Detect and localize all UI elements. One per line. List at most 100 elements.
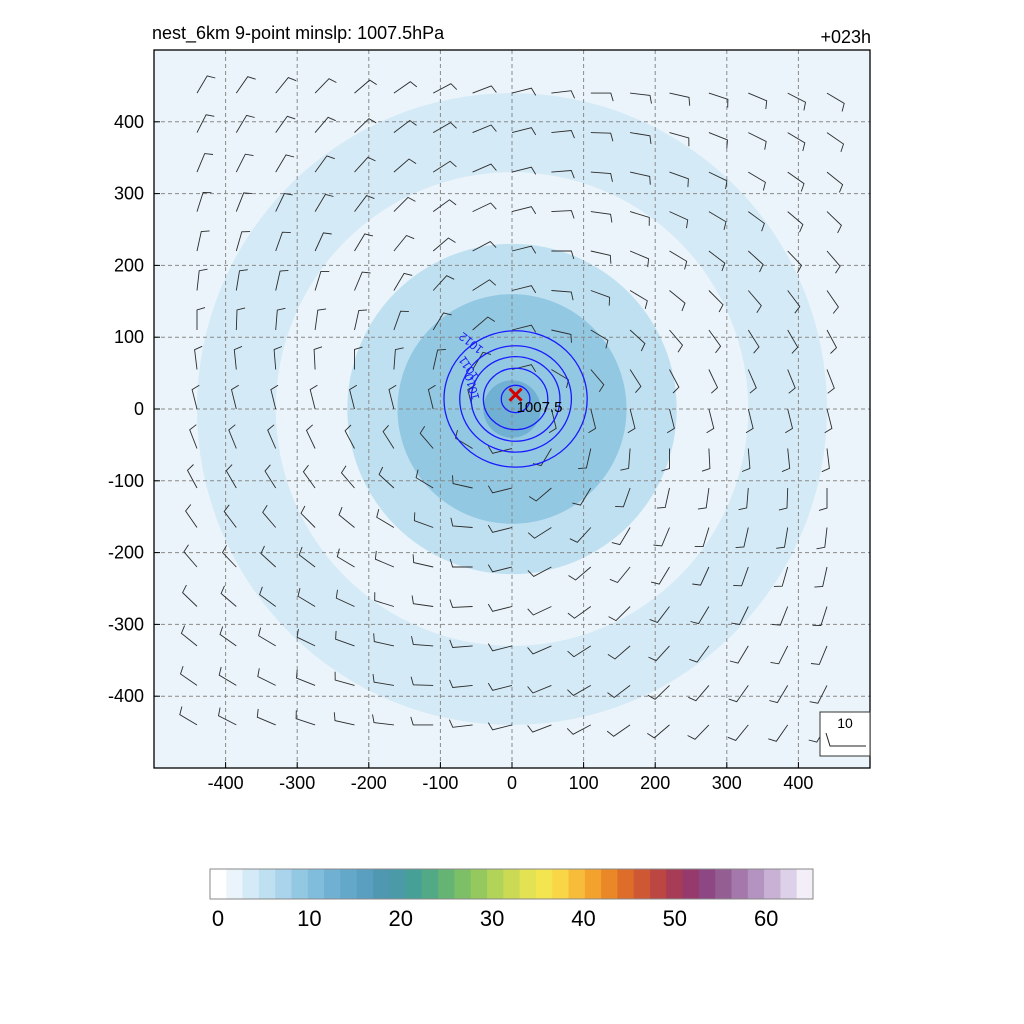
wind-barb <box>354 233 374 252</box>
wind-barb <box>708 132 728 149</box>
wind-barb <box>449 599 473 608</box>
wind-barb <box>578 448 592 470</box>
wind-barb <box>706 408 715 434</box>
wind-barb <box>354 309 368 331</box>
wind-barb <box>196 307 206 330</box>
colorbar-swatch <box>291 869 309 899</box>
wind-barb <box>812 606 828 626</box>
wind-barb <box>666 408 675 434</box>
colorbar-swatch <box>258 869 276 899</box>
wind-barb <box>196 268 208 291</box>
colorbar-swatch <box>356 869 374 899</box>
wind-barb <box>776 527 789 549</box>
colorbar-swatch <box>389 869 407 899</box>
wind-barb <box>454 429 473 449</box>
chart-title: nest_6km 9-point minslp: 1007.5hPa <box>152 23 445 44</box>
wind-barb <box>305 424 316 449</box>
wind-barb <box>225 464 237 489</box>
wind-barb <box>393 272 413 291</box>
wind-barb <box>814 566 828 588</box>
wind-barb <box>432 237 456 252</box>
wind-barb <box>376 508 395 528</box>
wind-barb <box>179 665 198 686</box>
wind-barb <box>354 79 377 94</box>
wind-barb <box>432 199 457 212</box>
wind-barb <box>448 719 473 728</box>
wind-barb <box>590 329 609 349</box>
wind-barb <box>264 464 277 489</box>
y-tick-label: -300 <box>108 614 144 634</box>
reference-key-box <box>819 711 871 757</box>
wind-barb <box>349 384 358 410</box>
wind-barb <box>196 114 215 133</box>
wind-barb <box>527 566 552 577</box>
wind-barb <box>333 712 355 726</box>
wind-barb <box>708 250 726 272</box>
wind-barb <box>527 724 552 733</box>
wind-barb <box>590 92 614 102</box>
wind-barb <box>787 132 806 152</box>
wind-barb <box>590 250 612 264</box>
wind-barb <box>257 668 276 686</box>
wind-barb <box>787 290 801 314</box>
reference-barb <box>825 732 866 747</box>
wind-barb <box>653 527 670 547</box>
forecast-hour-label: +023h <box>820 27 871 47</box>
wind-barb <box>630 171 651 185</box>
wind-barb <box>314 155 335 173</box>
colorbar-swatch <box>601 869 619 899</box>
wind-barb <box>551 130 575 139</box>
wind-barb <box>295 710 316 726</box>
wind-barb <box>551 250 575 260</box>
wind-barb <box>511 206 537 215</box>
wind-barb <box>566 724 592 735</box>
wind-barb <box>648 645 670 662</box>
y-tick-label: 200 <box>114 255 144 275</box>
wind-barb <box>567 645 592 658</box>
wind-barb <box>235 153 254 173</box>
wind-barb <box>656 487 670 509</box>
colorbar-swatch <box>340 869 358 899</box>
wind-barb <box>373 633 394 647</box>
wind-barb <box>748 92 768 110</box>
wind-barb <box>747 329 760 354</box>
wind-barb <box>302 464 316 489</box>
wind-barb <box>393 347 404 370</box>
wind-barb <box>609 566 631 584</box>
wind-barb <box>669 132 690 147</box>
wind-barb <box>185 504 198 528</box>
colorbar-swatch <box>617 869 635 899</box>
wind-barb <box>650 566 670 585</box>
wind-barb <box>487 603 513 612</box>
wind-barb <box>180 625 198 647</box>
wind-barb <box>608 606 631 622</box>
wind-barb <box>472 316 496 331</box>
colorbar-swatch <box>584 869 602 899</box>
wind-barb <box>196 192 212 212</box>
wind-barb <box>697 487 710 510</box>
wind-barb <box>809 685 828 704</box>
wind-barb <box>374 550 395 568</box>
wind-barb <box>432 348 446 370</box>
wind-barb <box>235 114 255 133</box>
wind-barb <box>296 628 316 647</box>
wind-barb <box>611 527 631 546</box>
wind-barb <box>735 527 749 549</box>
wind-barb <box>354 271 371 291</box>
wind-barb <box>449 558 473 568</box>
wind-barb <box>487 722 513 731</box>
wind-barb <box>669 329 684 353</box>
wind-barb <box>298 546 316 568</box>
wind-barb <box>196 153 214 173</box>
wind-barb <box>669 369 680 394</box>
colorbar-swatch <box>796 869 814 899</box>
storm-center: 1007.5 <box>508 387 562 416</box>
y-tick-label: 300 <box>114 184 144 204</box>
wind-barb <box>669 290 686 312</box>
wind-barb <box>275 307 286 331</box>
wind-barb-reference: 10 <box>819 711 871 757</box>
colorbar-swatch <box>650 869 667 899</box>
y-tick-label: 0 <box>134 399 144 419</box>
wind-barb <box>620 448 631 471</box>
